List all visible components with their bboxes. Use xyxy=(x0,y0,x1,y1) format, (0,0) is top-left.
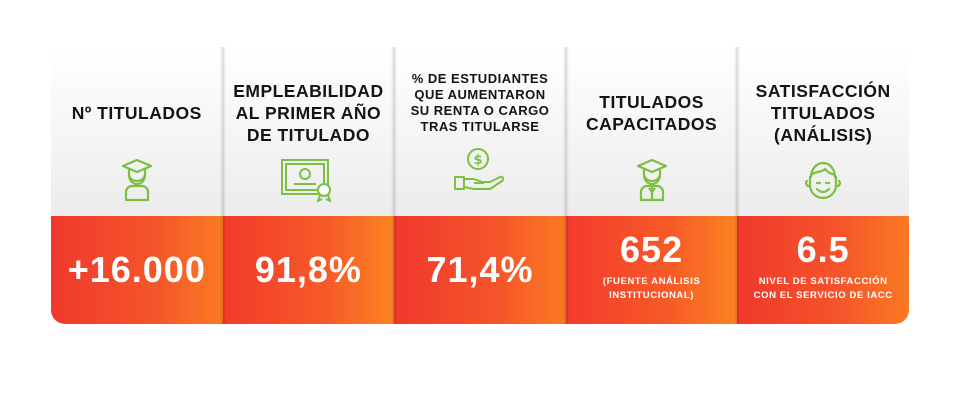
stat-header: Nº TITULADOS xyxy=(51,47,223,216)
svg-text:$: $ xyxy=(473,153,482,168)
stat-value-box: 71,4% xyxy=(394,216,566,324)
stat-header: % DE ESTUDIANTES QUE AUMENTARON SU RENTA… xyxy=(394,47,566,216)
stats-panel: Nº TITULADOS +16.000 EMPLEABILIDAD AL PR… xyxy=(51,47,909,324)
stat-titulados: Nº TITULADOS +16.000 xyxy=(51,47,223,324)
certificate-icon xyxy=(278,155,338,205)
stat-title: TITULADOS CAPACITADOS xyxy=(585,92,718,134)
stat-value: +16.000 xyxy=(67,249,206,290)
money-hand-icon: $ xyxy=(450,145,510,195)
stat-value: 71,4% xyxy=(426,249,534,290)
stat-title: % DE ESTUDIANTES QUE AUMENTARON SU RENTA… xyxy=(410,71,550,134)
stat-header: SATISFACCIÓN TITULADOS (ANÁLISIS) xyxy=(737,47,909,216)
graduate-icon xyxy=(622,155,682,205)
stat-value: 652 xyxy=(620,229,684,270)
stat-value-box: 6.5 NIVEL DE SATISFACCIÓN CON EL SERVICI… xyxy=(737,216,909,324)
stat-header: TITULADOS CAPACITADOS xyxy=(565,47,738,216)
stat-note: (FUENTE ANÁLISIS INSTITUCIONAL) xyxy=(602,276,701,301)
stat-title: Nº TITULADOS xyxy=(71,103,202,123)
stat-title: EMPLEABILIDAD AL PRIMER AÑO DE TITULADO xyxy=(233,81,384,145)
graduate-icon xyxy=(107,155,167,205)
stat-value: 91,8% xyxy=(254,249,362,290)
stat-title: SATISFACCIÓN TITULADOS (ANÁLISIS) xyxy=(755,81,891,145)
stat-empleabilidad: EMPLEABILIDAD AL PRIMER AÑO DE TITULADO … xyxy=(219,47,395,324)
smiley-face-icon xyxy=(793,155,853,205)
stat-value-box: 91,8% xyxy=(222,216,395,324)
stat-note: NIVEL DE SATISFACCIÓN CON EL SERVICIO DE… xyxy=(753,276,893,301)
stat-value-box: 652 (FUENTE ANÁLISIS INSTITUCIONAL) xyxy=(565,216,738,324)
stat-renta: % DE ESTUDIANTES QUE AUMENTARON SU RENTA… xyxy=(391,47,566,324)
stat-value-box: +16.000 xyxy=(51,216,223,324)
stat-value: 6.5 xyxy=(796,229,850,270)
stat-capacitados: TITULADOS CAPACITADOS 652 (FUENTE ANÁLIS… xyxy=(562,47,738,324)
stat-header: EMPLEABILIDAD AL PRIMER AÑO DE TITULADO xyxy=(222,47,395,216)
stat-satisfaccion: SATISFACCIÓN TITULADOS (ANÁLISIS) 6.5 NI… xyxy=(734,47,909,324)
